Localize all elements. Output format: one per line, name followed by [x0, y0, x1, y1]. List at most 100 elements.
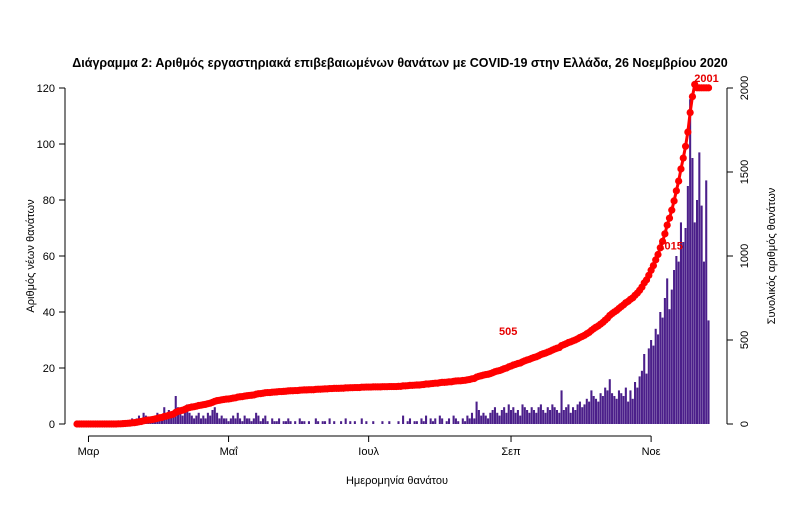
x-tick-label: Ιουλ: [358, 446, 379, 458]
bar: [592, 396, 595, 424]
bar: [659, 312, 662, 424]
bar: [365, 421, 368, 424]
bar: [188, 412, 191, 424]
bar: [248, 418, 251, 424]
bar: [360, 418, 363, 424]
bar: [553, 407, 556, 424]
bar: [539, 404, 542, 424]
right-tick-label: 500: [739, 331, 751, 349]
cumulative-point: [670, 197, 678, 205]
bar: [468, 418, 471, 424]
bar: [195, 415, 198, 424]
cumulative-point: [677, 165, 685, 173]
bar: [675, 256, 678, 424]
bar: [560, 390, 563, 424]
bar: [528, 412, 531, 424]
bar: [218, 418, 221, 424]
bar: [705, 180, 708, 424]
bar: [303, 421, 306, 424]
left-tick-label: 40: [43, 307, 55, 319]
bar: [413, 421, 416, 424]
bar: [604, 387, 607, 424]
bar: [431, 421, 434, 424]
bar: [193, 418, 196, 424]
bar: [422, 421, 425, 424]
bar: [638, 376, 641, 424]
bar: [693, 222, 696, 424]
cumulative-point: [668, 206, 676, 214]
bar: [634, 382, 637, 424]
bar: [179, 412, 182, 424]
bar: [521, 404, 524, 424]
bar: [202, 415, 205, 424]
bar: [321, 421, 324, 424]
bar: [294, 421, 297, 424]
bar: [415, 421, 418, 424]
bar: [702, 261, 705, 424]
bar: [397, 421, 400, 424]
bar: [344, 418, 347, 424]
bar: [670, 289, 673, 424]
bar: [232, 415, 235, 424]
bar: [503, 407, 506, 424]
bar: [629, 390, 632, 424]
bar: [647, 348, 650, 424]
bar: [372, 421, 375, 424]
bar: [480, 415, 483, 424]
cumulative-point: [675, 177, 683, 185]
bar: [555, 410, 558, 424]
bar: [199, 418, 203, 424]
bar: [631, 398, 634, 424]
bar: [287, 418, 290, 424]
bar: [317, 421, 320, 424]
bar: [581, 407, 584, 424]
annotation-label: 2001: [694, 73, 718, 85]
bar: [333, 421, 336, 424]
bar: [615, 398, 618, 424]
y-axis-title-left: Αριθμός νέων θανάτων: [25, 199, 37, 313]
bar: [549, 410, 552, 424]
bar: [434, 418, 437, 424]
right-tick-label: 2000: [739, 76, 751, 100]
bar: [569, 412, 572, 424]
bar: [475, 401, 478, 424]
bar: [172, 412, 175, 424]
bar: [689, 99, 692, 424]
bar: [284, 421, 288, 424]
bar: [487, 418, 490, 424]
cumulative-point: [688, 92, 697, 101]
bar: [496, 412, 499, 424]
bar: [526, 410, 529, 424]
bar: [425, 415, 428, 424]
bar: [273, 421, 276, 424]
bar: [601, 396, 604, 424]
bar: [622, 396, 625, 424]
bar: [160, 418, 163, 424]
bar: [466, 415, 469, 424]
bar: [608, 379, 611, 424]
bar: [498, 415, 501, 424]
bar: [225, 418, 228, 424]
bar: [213, 407, 216, 424]
bar: [340, 421, 343, 424]
bar: [408, 418, 412, 424]
bar: [654, 328, 657, 424]
cumulative-point: [656, 244, 664, 252]
bar: [661, 317, 664, 424]
bar: [500, 410, 503, 424]
bar: [679, 222, 682, 424]
bar: [177, 407, 180, 424]
bar: [264, 415, 267, 424]
bar: [454, 418, 457, 424]
bar: [682, 242, 685, 424]
x-tick-label: Μαΐ: [220, 446, 239, 458]
bar: [227, 421, 230, 424]
cumulative-point: [661, 230, 669, 238]
bar: [314, 418, 317, 424]
bar: [585, 398, 588, 424]
bar: [606, 390, 609, 424]
cumulative-point: [665, 214, 674, 222]
x-tick-label: Νοε: [642, 446, 661, 458]
